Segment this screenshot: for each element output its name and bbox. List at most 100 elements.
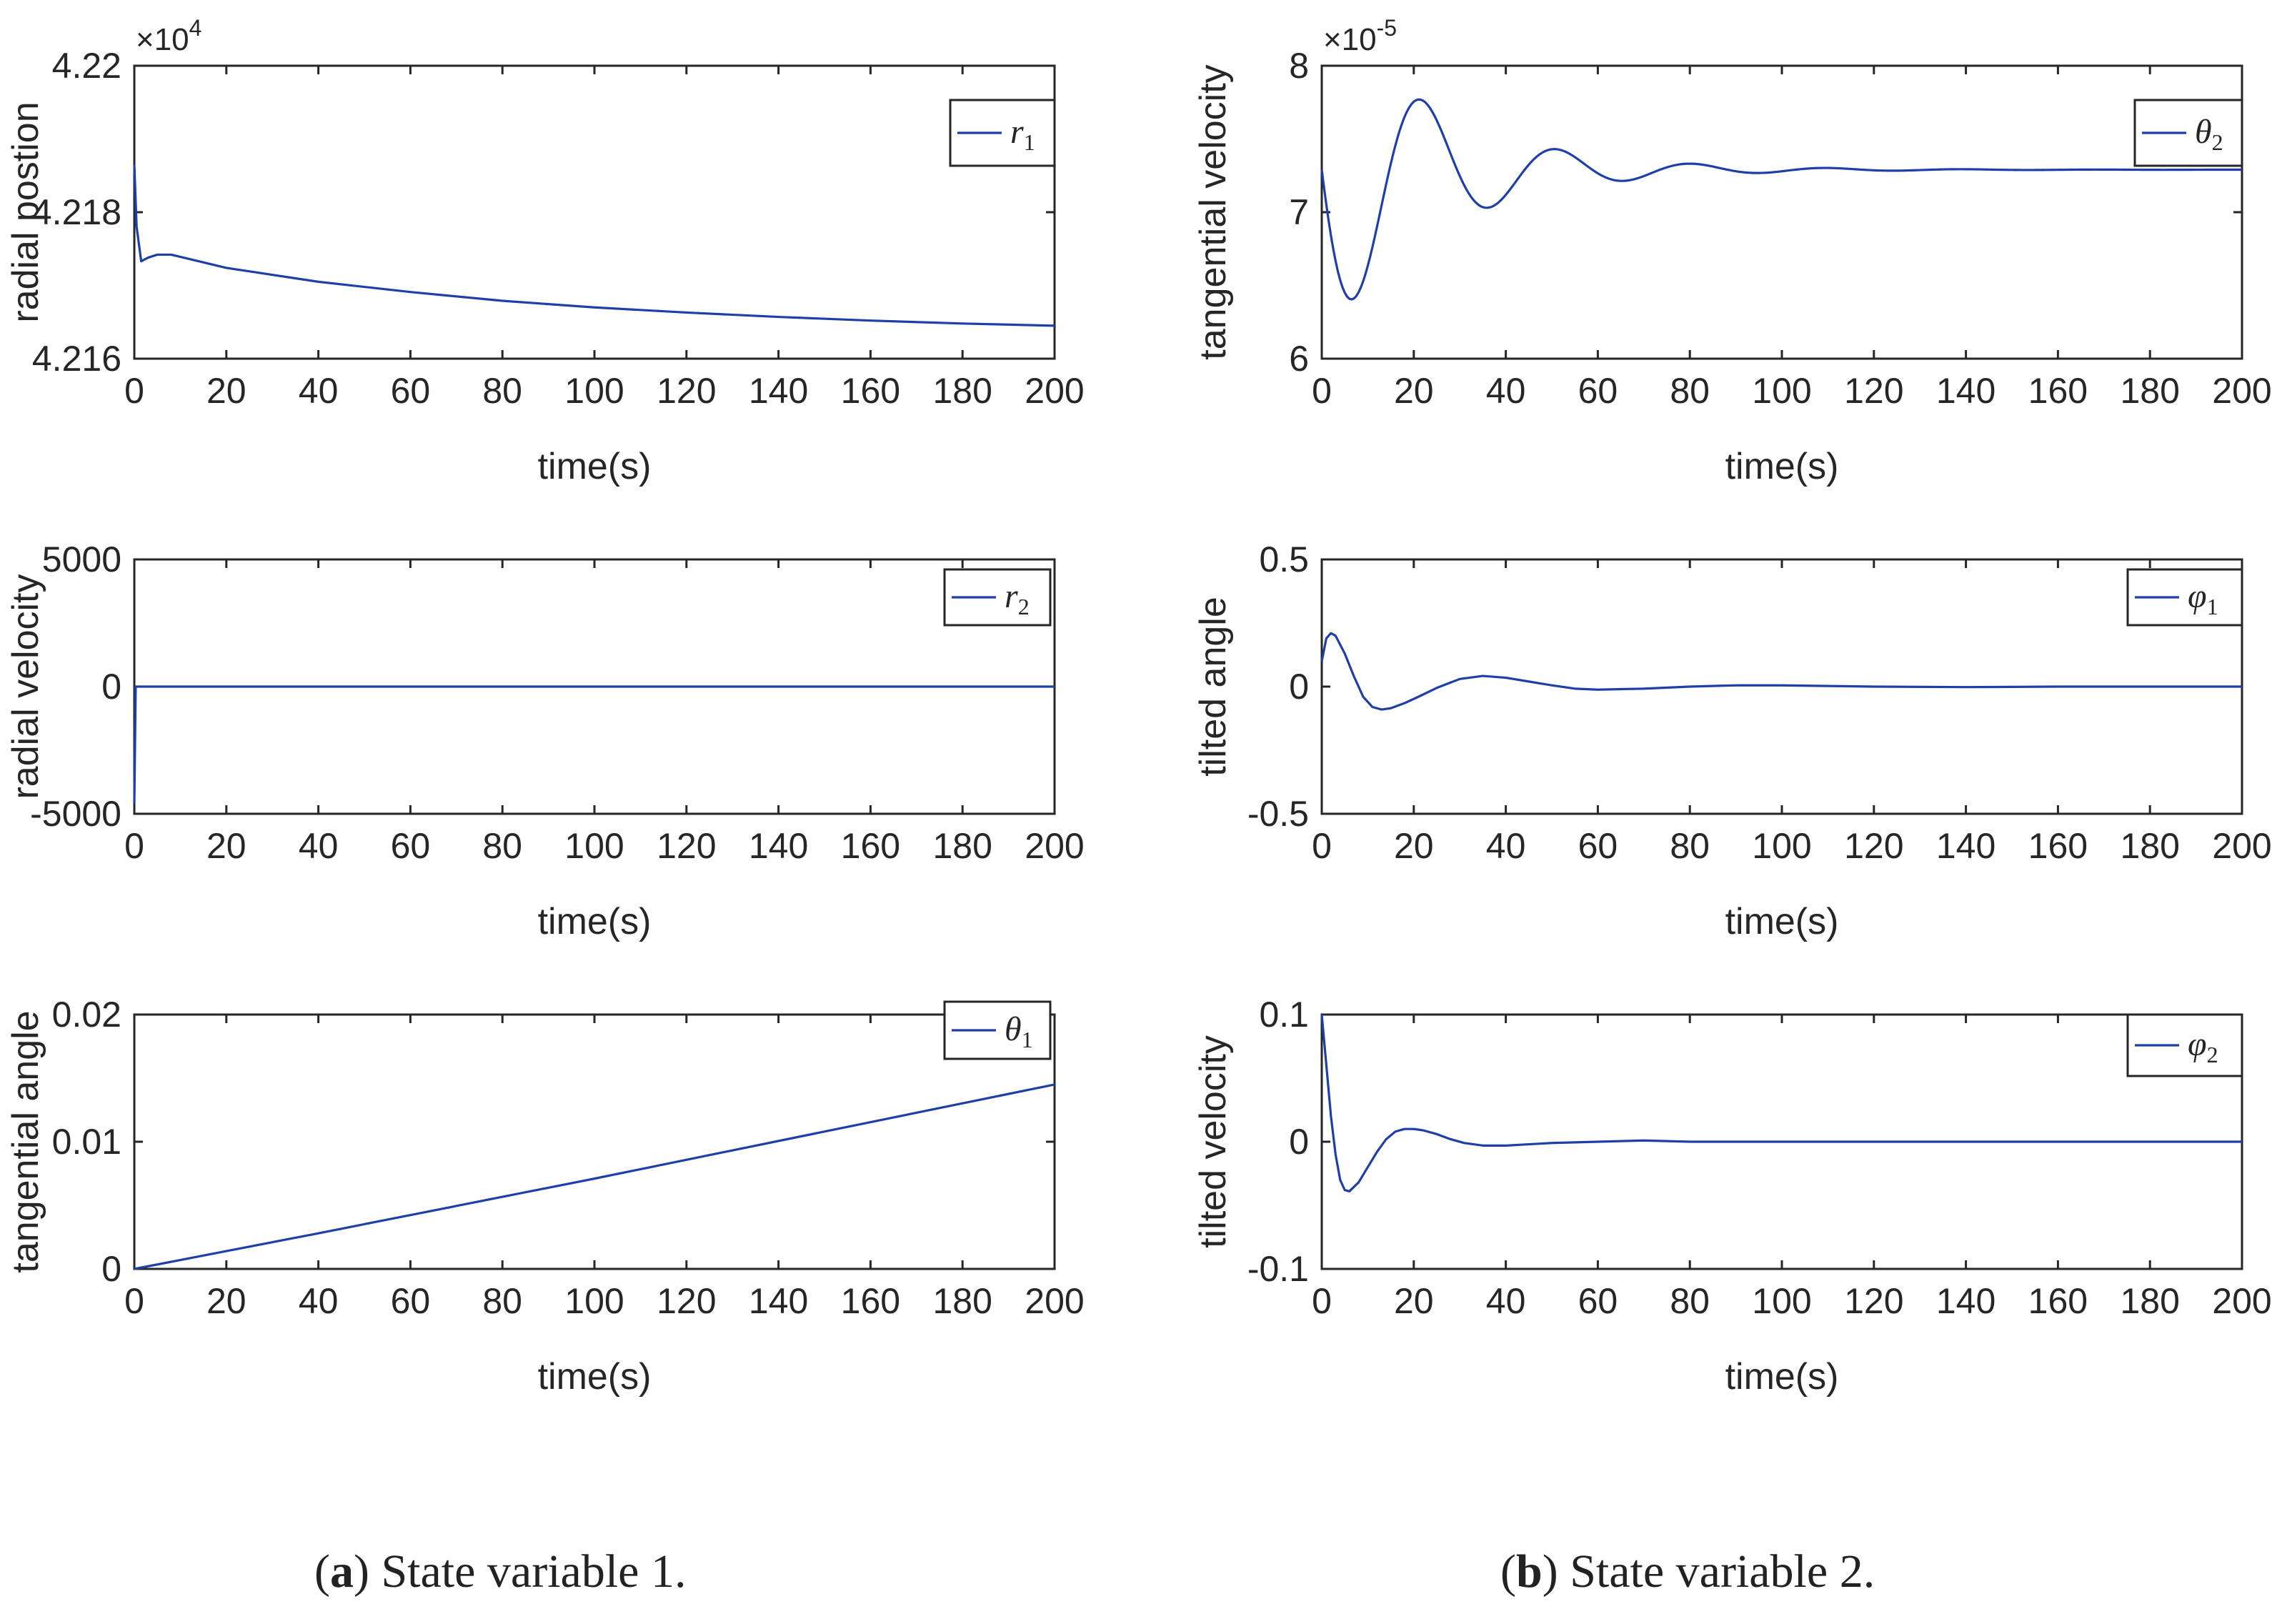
x-tick-label: 200 [1025,371,1084,411]
series-line-r1 [133,164,1055,327]
x-tick-label: 160 [2028,1281,2088,1321]
series-line-theta1 [134,1083,1055,1270]
chart-theta1: 0 20 40 60 80 100 120 140 160 180 200 0 0.01 0.02 time… [5,995,1085,1398]
x-tick-label: 80 [1670,1281,1710,1321]
chart-phi1: 0 20 40 60 80 100 120 140 160 180 200-0.500.5time(… [1192,539,2272,942]
caption-a: (a) State variable 1. [314,1545,687,1598]
x-tick-label: 60 [391,1281,431,1321]
x-tick-label: 80 [482,371,522,411]
chart-theta2: 0 20 40 60 80 100 120 140 160 180 200 6 7 8 time(s) tan… [1192,15,2272,487]
x-axis-label: time(s) [538,901,652,942]
x-tick-label: 120 [657,826,716,866]
x-tick-label: 100 [1752,1281,1811,1321]
y-axis-label: radial velocity [5,574,46,799]
x-tick-label: 120 [657,371,716,411]
x-tick-label: 120 [1844,826,1903,866]
x-tick-label: 100 [564,1281,624,1321]
x-tick-label: 200 [2212,826,2271,866]
x-tick-label: 20 [1394,826,1434,866]
x-tick-label: 180 [2120,371,2179,411]
y-tick-label: 0 [1289,1122,1309,1162]
chart-r2: 0 20 40 60 80 100 120 140 160 180 200-500005000tim… [5,539,1085,942]
legend-label: r1 [1010,113,1035,155]
x-axis-label: time(s) [1725,446,1839,487]
x-tick-label: 140 [1936,371,1996,411]
x-tick-label: 140 [749,371,808,411]
x-tick-label: 20 [206,371,246,411]
y-tick-label: 0.1 [1259,995,1309,1035]
y-axis-label: tilted velocity [1192,1035,1234,1248]
x-tick-label: 40 [299,371,339,411]
y-tick-label: 0.01 [52,1122,121,1162]
x-tick-label: 40 [299,826,339,866]
chart-r1: 0 20 40 60 80 100 120 140 160 180 200 4.216 4.218 4.2… [5,15,1085,487]
x-tick-label: 200 [1025,826,1084,866]
x-tick-label: 140 [749,1281,808,1321]
chart-phi2: 0 20 40 60 80 100 120 140 160 180 200-0.100.1time(… [1192,995,2272,1398]
y-axis-label: tilted angle [1192,597,1234,777]
y-tick-label: -0.5 [1247,794,1309,834]
x-tick-label: 80 [482,826,522,866]
x-tick-label: 40 [1486,371,1526,411]
y-axis-label: tangential velocity [1192,64,1234,359]
x-tick-label: 180 [2120,1281,2179,1321]
x-tick-label: 120 [1844,1281,1903,1321]
x-tick-label: 0 [1312,826,1332,866]
x-tick-label: 160 [841,826,900,866]
y-tick-label: 4.216 [32,339,121,379]
y-tick-label: 7 [1289,192,1309,232]
x-tick-label: 60 [1578,371,1618,411]
y-tick-label: -0.1 [1247,1249,1309,1289]
y-tick-label: 0.5 [1259,539,1309,579]
x-tick-label: 180 [2120,826,2179,866]
legend-label: θ2 [2195,113,2223,155]
x-tick-label: 60 [391,826,431,866]
x-tick-label: 40 [299,1281,339,1321]
series-line-theta2 [1320,98,2243,301]
y-tick-label: -5000 [30,794,121,834]
legend-label: r2 [1005,577,1030,619]
series-line-phi2 [1320,1014,2242,1193]
caption-b-text: State variable 2. [1570,1545,1875,1598]
x-tick-label: 20 [206,826,246,866]
legend-label: φ1 [2188,577,2218,619]
x-tick-label: 120 [657,1281,716,1321]
x-tick-label: 20 [206,1281,246,1321]
y-tick-label: 8 [1289,46,1309,86]
axis-exponent: ×10-5 [1323,15,1397,57]
plot-area-theta2 [1320,64,2243,360]
x-tick-label: 140 [749,826,808,866]
x-tick-label: 160 [2028,826,2088,866]
x-tick-label: 0 [124,826,144,866]
y-tick-label: 0.02 [52,995,121,1035]
x-axis-label: time(s) [538,446,652,487]
plot-area-theta1 [133,1013,1056,1270]
x-axis-label: time(s) [1725,1356,1839,1398]
x-tick-label: 140 [1936,1281,1996,1321]
y-tick-label: 0 [101,1249,121,1289]
x-tick-label: 180 [932,826,992,866]
x-tick-label: 0 [1312,371,1332,411]
legend-label: φ2 [2188,1025,2218,1067]
x-tick-label: 100 [564,371,624,411]
y-tick-label: 5000 [42,539,121,579]
series-line-r2 [133,685,1055,804]
x-axis-label: time(s) [1725,901,1839,942]
x-tick-label: 40 [1486,1281,1526,1321]
y-axis-label: radial postion [5,101,46,322]
x-tick-label: 20 [1394,371,1434,411]
x-tick-label: 160 [841,1281,900,1321]
series-line-phi1 [1320,632,2242,711]
legend-label: θ1 [1005,1010,1033,1052]
x-tick-label: 80 [1670,371,1710,411]
x-tick-label: 120 [1844,371,1903,411]
x-tick-label: 100 [564,826,624,866]
x-tick-label: 140 [1936,826,1996,866]
x-tick-label: 200 [2212,1281,2271,1321]
x-tick-label: 0 [124,1281,144,1321]
x-tick-label: 100 [1752,371,1811,411]
x-tick-label: 60 [391,371,431,411]
x-tick-label: 160 [841,371,900,411]
y-tick-label: 4.218 [32,192,121,232]
x-tick-label: 20 [1394,1281,1434,1321]
